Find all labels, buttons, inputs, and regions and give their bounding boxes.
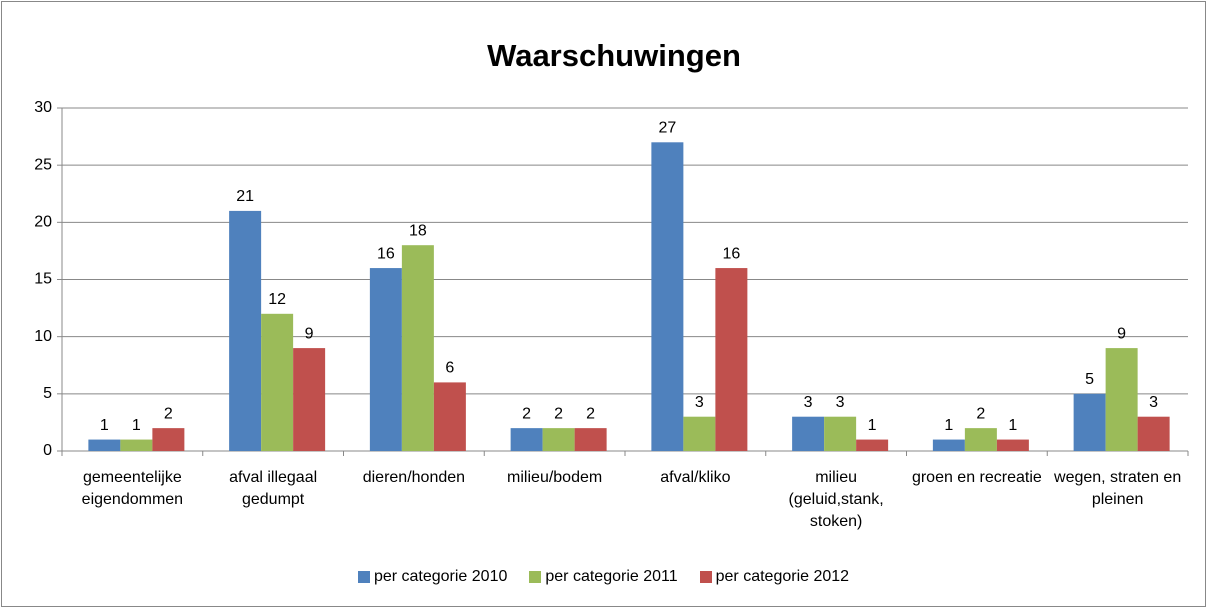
value-label: 2 [554,405,563,422]
value-label: 2 [976,405,985,422]
value-label: 9 [305,325,314,342]
bar [1105,348,1138,451]
value-label: 3 [804,394,813,411]
legend-label: per categorie 2011 [545,568,678,585]
bar [683,416,716,451]
legend-item: per categorie 2012 [699,568,850,586]
value-label: 1 [1008,417,1017,434]
x-tick-label: milieu (geluid,stank, stoken) [788,469,884,530]
value-label: 16 [722,245,740,262]
bar [651,142,684,452]
bar [369,268,402,451]
value-label: 27 [658,120,676,137]
x-tick-label: afval/kliko [660,469,731,486]
value-label: 5 [1085,371,1094,388]
bar [856,439,889,451]
bar [824,416,857,451]
value-label: 1 [100,417,109,434]
x-tick-label: wegen, straten en pleinen [1054,469,1182,508]
legend-swatch [357,571,370,583]
y-tick-label: 20 [34,214,52,231]
bar [964,428,997,451]
legend-swatch [529,571,542,583]
bar [932,439,965,451]
bar [574,428,607,451]
value-label: 3 [1149,394,1158,411]
value-label: 2 [586,405,595,422]
y-tick-label: 5 [43,385,52,402]
legend-label: per categorie 2012 [715,568,850,585]
legend: per categorie 2010 per categorie 2011 per … [0,568,1207,586]
value-label: 6 [445,360,454,377]
bar [1137,416,1170,451]
bar [152,428,185,451]
legend-swatch [699,571,712,583]
value-label: 18 [409,222,427,239]
bar [88,439,121,451]
value-label: 1 [132,417,141,434]
value-label: 1 [944,417,953,434]
bar [401,245,434,451]
bar [510,428,543,451]
bar [229,210,262,451]
bar [261,313,294,451]
bar [792,416,825,451]
y-tick-label: 15 [34,271,52,288]
legend-label: per categorie 2010 [373,568,508,585]
bar [120,439,153,451]
x-tick-label: gemeentelijke eigendommen [81,469,184,508]
y-tick-label: 25 [34,156,52,173]
value-label: 12 [268,291,286,308]
bar [996,439,1029,451]
legend-item: per categorie 2011 [529,568,678,586]
x-tick-label: afval illegaal gedumpt [229,469,318,508]
value-label: 3 [836,394,845,411]
value-label: 16 [377,245,395,262]
legend-item: per categorie 2010 [357,568,508,586]
y-tick-label: 10 [34,328,52,345]
bar [433,382,466,451]
bar [542,428,575,451]
value-label: 21 [236,188,254,205]
value-label: 2 [522,405,531,422]
value-label: 2 [164,405,173,422]
x-tick-label: groen en recreatie [911,469,1042,486]
value-label: 1 [868,417,877,434]
y-tick-label: 0 [43,442,52,459]
bar [1073,393,1106,451]
chart-title: Waarschuwingen [487,38,741,73]
value-label: 3 [695,394,704,411]
x-tick-label: milieu/bodem [507,469,603,486]
bar [293,348,326,451]
value-label: 9 [1117,325,1126,342]
bar [715,268,748,451]
y-tick-label: 30 [34,99,52,116]
x-tick-label: dieren/honden [362,469,466,486]
